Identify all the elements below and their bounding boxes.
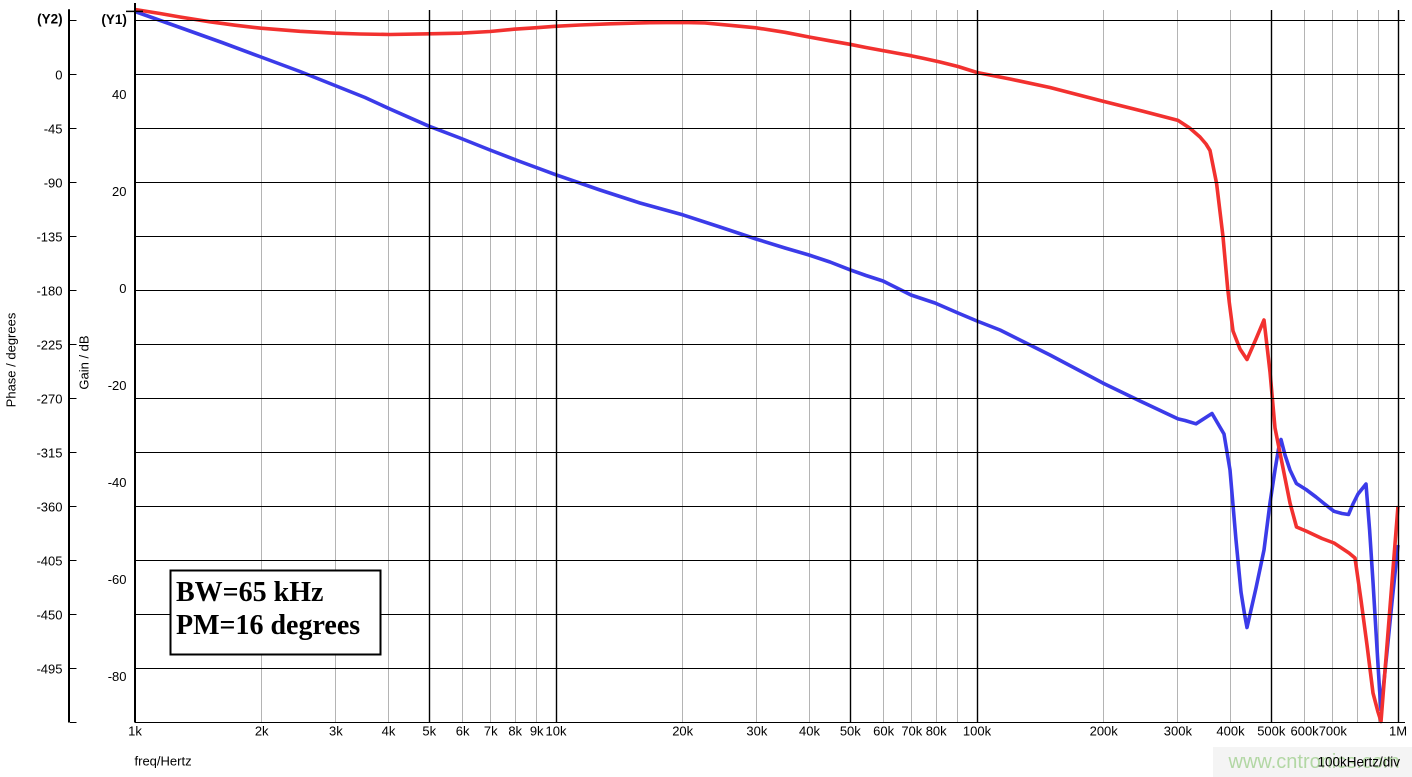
svg-text:70k: 70k — [901, 723, 922, 738]
svg-text:-90: -90 — [44, 175, 63, 190]
svg-text:0: 0 — [119, 281, 126, 296]
svg-text:-270: -270 — [36, 391, 62, 406]
svg-text:1M: 1M — [1389, 723, 1407, 738]
svg-text:80k: 80k — [926, 723, 947, 738]
svg-text:3k: 3k — [329, 723, 343, 738]
svg-text:60k: 60k — [873, 723, 894, 738]
svg-text:-60: -60 — [108, 572, 127, 587]
svg-text:-40: -40 — [108, 475, 127, 490]
svg-text:(Y2): (Y2) — [37, 12, 63, 27]
svg-text:-405: -405 — [36, 553, 62, 568]
svg-text:10k: 10k — [546, 723, 567, 738]
svg-text:-45: -45 — [44, 121, 63, 136]
svg-text:www.cntronics.com: www.cntronics.com — [1228, 751, 1400, 773]
svg-text:BW=65 kHz: BW=65 kHz — [176, 577, 323, 608]
svg-text:2k: 2k — [255, 723, 269, 738]
svg-text:freq/Hertz: freq/Hertz — [135, 754, 192, 769]
svg-text:PM=16 degrees: PM=16 degrees — [176, 610, 360, 641]
svg-text:20k: 20k — [672, 723, 693, 738]
svg-text:200k: 200k — [1090, 723, 1119, 738]
svg-text:-135: -135 — [36, 229, 62, 244]
svg-text:-225: -225 — [36, 337, 62, 352]
svg-text:300k: 300k — [1164, 723, 1193, 738]
svg-text:-80: -80 — [108, 669, 127, 684]
svg-text:-360: -360 — [36, 499, 62, 514]
svg-text:0: 0 — [55, 67, 62, 82]
svg-text:20: 20 — [112, 184, 126, 199]
svg-text:40k: 40k — [799, 723, 820, 738]
svg-text:4k: 4k — [382, 723, 396, 738]
svg-text:40: 40 — [112, 87, 126, 102]
svg-text:(Y1): (Y1) — [101, 12, 127, 27]
svg-text:500k: 500k — [1257, 723, 1286, 738]
svg-text:-450: -450 — [36, 607, 62, 622]
svg-text:400k: 400k — [1216, 723, 1245, 738]
svg-text:-315: -315 — [36, 445, 62, 460]
svg-text:600k: 600k — [1290, 723, 1319, 738]
svg-text:6k: 6k — [456, 723, 470, 738]
svg-text:9k: 9k — [530, 723, 544, 738]
svg-text:50k: 50k — [840, 723, 861, 738]
svg-text:700k: 700k — [1319, 723, 1348, 738]
svg-text:7k: 7k — [484, 723, 498, 738]
svg-text:Gain / dB: Gain / dB — [77, 335, 92, 389]
svg-text:100kHertz/div: 100kHertz/div — [1317, 755, 1400, 770]
svg-text:-180: -180 — [36, 283, 62, 298]
svg-text:-495: -495 — [36, 661, 62, 676]
svg-text:100k: 100k — [963, 723, 992, 738]
svg-text:5k: 5k — [422, 723, 436, 738]
svg-text:30k: 30k — [746, 723, 767, 738]
svg-text:1k: 1k — [128, 723, 142, 738]
svg-text:-20: -20 — [108, 378, 127, 393]
svg-text:8k: 8k — [508, 723, 522, 738]
svg-text:Phase / degrees: Phase / degrees — [4, 312, 19, 407]
